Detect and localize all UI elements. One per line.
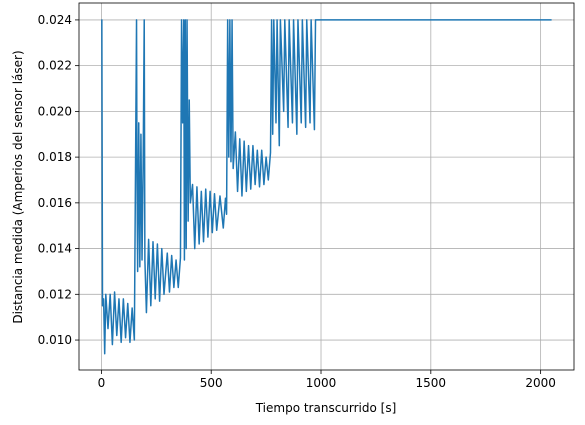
- data-line: [101, 19, 552, 355]
- y-tick-label: 0.016: [38, 196, 72, 210]
- y-tick-label: 0.010: [38, 333, 72, 347]
- x-tick-label: 0: [98, 376, 106, 390]
- y-axis-label: Distancia medida (Amperios del sensor lá…: [11, 50, 25, 323]
- y-tick-label: 0.018: [38, 150, 72, 164]
- y-tick-label: 0.012: [38, 287, 72, 301]
- plot-frame: [78, 2, 575, 371]
- y-tick-label: 0.014: [38, 242, 72, 256]
- x-tick-label: 500: [200, 376, 223, 390]
- x-axis-label: Tiempo transcurrido [s]: [255, 401, 397, 415]
- y-tick-label: 0.020: [38, 104, 72, 118]
- x-tick-label: 1500: [416, 376, 447, 390]
- y-tick-label: 0.022: [38, 59, 72, 73]
- y-tick-label: 0.024: [38, 13, 72, 27]
- x-tick-label: 1000: [306, 376, 337, 390]
- x-tick-label: 2000: [525, 376, 556, 390]
